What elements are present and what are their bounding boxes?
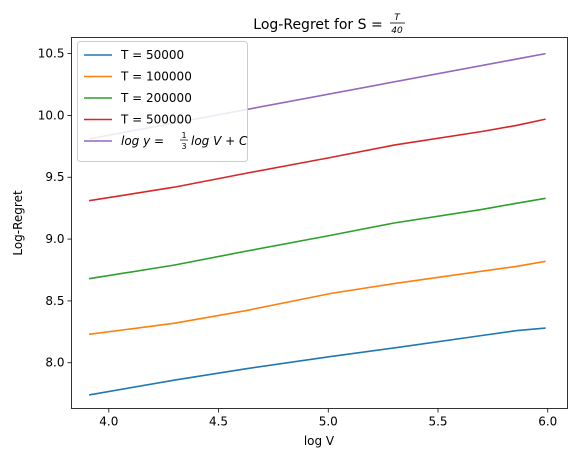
chart-title-frac-num: T (394, 13, 401, 23)
y-tick-label: 10.5 (38, 47, 65, 61)
legend-ref-rest: log V + C (191, 134, 248, 148)
y-tick-label: 8.0 (45, 356, 64, 370)
chart-title-prefix: Log-Regret for S = (253, 17, 382, 33)
x-tick-label: 4.5 (209, 415, 228, 429)
y-tick-label: 9.5 (45, 170, 64, 184)
y-axis-label: Log-Regret (11, 190, 25, 256)
x-tick-label: 5.5 (428, 415, 447, 429)
series-line-2 (88, 197, 546, 280)
x-tick-label: 6.0 (538, 415, 557, 429)
legend-ref-frac-den: 3 (181, 142, 186, 151)
series-line-0 (88, 327, 546, 396)
series-line-3 (88, 118, 546, 202)
legend-entry-reference: log y = 1 3 log V + C (84, 131, 248, 151)
y-tick-label: 8.5 (45, 294, 64, 308)
y-axis-ticks: 8.0 8.5 9.0 9.5 10.0 10.5 (38, 47, 72, 370)
chart-title: Log-Regret for S = (253, 17, 382, 33)
y-tick-label: 10.0 (38, 108, 65, 122)
x-tick-label: 5.0 (319, 415, 338, 429)
chart-title-fraction: T 40 (390, 13, 405, 36)
series-line-1 (88, 260, 546, 336)
y-tick-label: 9.0 (45, 232, 64, 246)
legend-ref-frac-num: 1 (181, 131, 186, 140)
legend-label-3: T = 500000 (120, 113, 192, 127)
x-axis-label: log V (304, 434, 335, 448)
legend-label-2: T = 200000 (120, 91, 192, 105)
chart-title-frac-den: 40 (391, 26, 403, 36)
legend-label-reference: log y = (121, 134, 164, 148)
legend-box (77, 41, 248, 162)
legend-label-0: T = 50000 (120, 48, 184, 62)
x-tick-label: 4.0 (99, 415, 118, 429)
legend-ref-main: log y = (121, 134, 164, 148)
legend-label-1: T = 100000 (120, 70, 192, 84)
x-axis-ticks: 4.0 4.5 5.0 5.5 6.0 (99, 408, 557, 429)
legend-entries: T = 50000 T = 100000 T = 200000 T = 500000 (84, 48, 192, 127)
